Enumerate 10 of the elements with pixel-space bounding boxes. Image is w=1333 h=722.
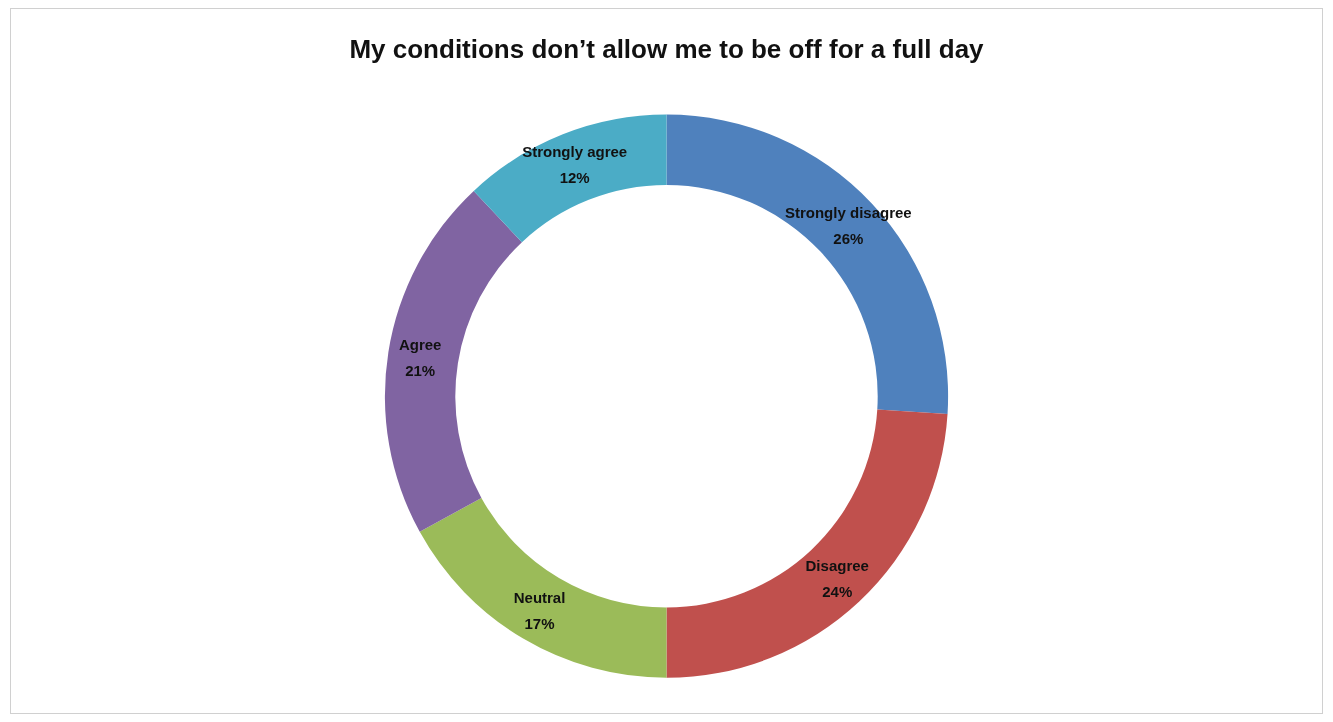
data-label: 26%: [833, 229, 864, 247]
slice-label: Strongly agree: [522, 142, 628, 160]
chart-title: My conditions don’t allow me to be off for a full day: [349, 34, 985, 64]
data-label: 24%: [822, 582, 853, 600]
slice-label: Agree: [398, 335, 442, 353]
slice-label: Neutral: [513, 589, 566, 607]
data-label: 21%: [405, 361, 436, 379]
data-label: 12%: [559, 168, 590, 186]
slice-label: Disagree: [805, 556, 869, 574]
data-label: 17%: [524, 615, 555, 633]
